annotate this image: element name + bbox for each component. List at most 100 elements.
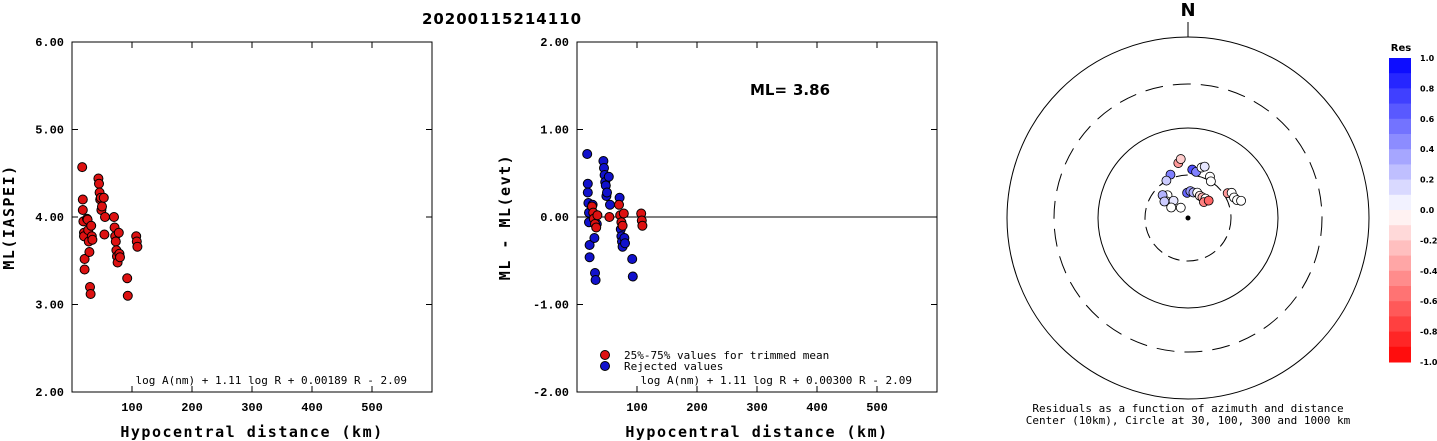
- colorbar-block: [1389, 225, 1411, 241]
- data-point: [122, 273, 133, 284]
- data-point: [132, 241, 143, 252]
- data-point: [97, 201, 107, 212]
- data-point: [110, 236, 121, 247]
- y-ticks-residual: -2.00 -1.00 0.00 1.00 2.00: [533, 36, 937, 400]
- legend-label-trimmed: 25%-75% values for trimmed mean: [624, 349, 829, 362]
- figure-title: 20200115214110: [422, 10, 582, 28]
- x-tick-label: 500: [866, 401, 888, 415]
- legend-label-rejected: Rejected values: [624, 360, 723, 373]
- colorbar-tick-label: 0.6: [1420, 115, 1435, 124]
- data-point-rejected: [602, 187, 612, 198]
- colorbar-block: [1389, 240, 1411, 257]
- data-point: [122, 290, 133, 301]
- data-point-trimmed: [604, 212, 615, 222]
- ring-30km: [1144, 174, 1232, 262]
- data-point-rejected: [590, 275, 601, 285]
- colorbar-tick-label: -0.6: [1420, 297, 1437, 306]
- y-tick-label: 2.00: [35, 386, 64, 400]
- data-point-rejected: [584, 240, 595, 250]
- legend-marker-trimmed: [600, 350, 610, 360]
- colorbar-tick-label: 0.2: [1420, 176, 1434, 185]
- colorbar-block: [1389, 331, 1411, 348]
- x-axis-label-ml: Hypocentral distance (km): [120, 423, 383, 441]
- data-point: [77, 162, 88, 173]
- north-label: N: [1180, 0, 1195, 21]
- colorbar-block: [1389, 149, 1411, 165]
- colorbar-tick-label: -0.4: [1420, 267, 1437, 276]
- data-point: [109, 212, 119, 222]
- x-axis-label-residual: Hypocentral distance (km): [625, 423, 888, 441]
- data-point-rejected: [582, 178, 593, 189]
- data-point: [113, 227, 124, 238]
- station-marker: [1175, 154, 1186, 164]
- epicenter-marker: [1185, 215, 1191, 221]
- data-point-trimmed: [618, 208, 629, 219]
- colorbar-block: [1389, 88, 1411, 105]
- data-point-rejected: [627, 254, 638, 264]
- ring-1000km: [1006, 36, 1370, 400]
- x-tick-label: 300: [746, 401, 768, 415]
- data-point: [94, 178, 104, 189]
- colorbar-block: [1389, 270, 1411, 287]
- colorbar-block: [1389, 179, 1411, 196]
- panel-ml-iaspei: 2.00 3.00 4.00 5.00 6.00 100 200 300 400 500 ML(…: [0, 36, 433, 441]
- colorbar-tick-label: 0.4: [1420, 145, 1435, 154]
- y-tick-label: -2.00: [533, 386, 569, 400]
- panel-azimuth-map: N Residuals as a function of azimuth and…: [1006, 0, 1370, 427]
- x-tick-label: 200: [181, 401, 203, 415]
- data-point-trimmed: [592, 210, 603, 221]
- colorbar-block: [1389, 346, 1411, 363]
- points-residual: [582, 149, 648, 285]
- data-point: [100, 212, 110, 222]
- x-tick-label: 100: [121, 401, 143, 415]
- data-point: [99, 229, 110, 240]
- plot-frame-ml: [71, 41, 433, 393]
- colorbar-block: [1389, 194, 1411, 211]
- station-marker: [1175, 202, 1186, 213]
- data-point: [84, 247, 95, 257]
- x-tick-label: 400: [806, 401, 828, 415]
- caption-line-2: Center (10km), Circle at 30, 100, 300 an…: [1026, 414, 1351, 427]
- y-axis-label-residual: ML - ML(evt): [496, 154, 514, 280]
- data-point-rejected: [589, 233, 600, 243]
- formula-ml: log A(nm) + 1.11 log R + 0.00189 R - 2.0…: [135, 374, 407, 387]
- colorbar-block: [1389, 134, 1411, 150]
- colorbar-block: [1389, 316, 1411, 333]
- data-point-rejected: [603, 171, 614, 182]
- data-point-rejected: [620, 238, 630, 249]
- caption-line-1: Residuals as a function of azimuth and d…: [1032, 402, 1343, 415]
- data-point: [77, 194, 88, 205]
- panel-ml-residual: -2.00 -1.00 0.00 1.00 2.00 100 200 300 400 500 M…: [496, 36, 938, 441]
- station-marker: [1199, 161, 1210, 172]
- ml-label: ML=: [750, 81, 787, 99]
- colorbar-block: [1389, 255, 1411, 272]
- y-tick-label: 2.00: [540, 36, 569, 50]
- station-marker: [1203, 195, 1214, 206]
- station-marker: [1205, 176, 1216, 187]
- x-tick-label: 200: [686, 401, 708, 415]
- residual-colorbar: Res 1.0 0.8 0.6 0.4 0.2 0.0 -0.2 -0.4 -0.6 -0.8 -1…: [1389, 43, 1437, 367]
- x-tick-label: 300: [241, 401, 263, 415]
- y-tick-label: 5.00: [35, 124, 64, 138]
- station-marker: [1166, 202, 1177, 213]
- y-tick-label: 4.00: [35, 211, 64, 225]
- points-ml: [77, 162, 143, 301]
- colorbar-tick-label: 1.0: [1420, 54, 1435, 63]
- x-ticks-ml: 100 200 300 400 500: [121, 42, 383, 415]
- colorbar-tick-label: 0.0: [1420, 206, 1435, 215]
- colorbar-ticks: 1.0 0.8 0.6 0.4 0.2 0.0 -0.2 -0.4 -0.6 -0.8 -1.0: [1420, 54, 1437, 367]
- data-point-rejected: [582, 149, 593, 159]
- ml-value: 3.86: [793, 81, 830, 99]
- colorbar-block: [1389, 301, 1411, 317]
- y-tick-label: 3.00: [35, 299, 64, 313]
- data-point: [98, 192, 109, 203]
- ring-100km: [1097, 127, 1279, 309]
- colorbar-block: [1389, 286, 1411, 302]
- colorbar-tick-label: 0.8: [1420, 84, 1435, 93]
- colorbar-block: [1389, 103, 1411, 120]
- colorbar-tick-label: -0.8: [1420, 328, 1437, 337]
- y-tick-label: 0.00: [540, 211, 569, 225]
- data-point-trimmed: [591, 222, 602, 233]
- legend-marker-rejected: [600, 361, 610, 371]
- data-point: [115, 252, 125, 263]
